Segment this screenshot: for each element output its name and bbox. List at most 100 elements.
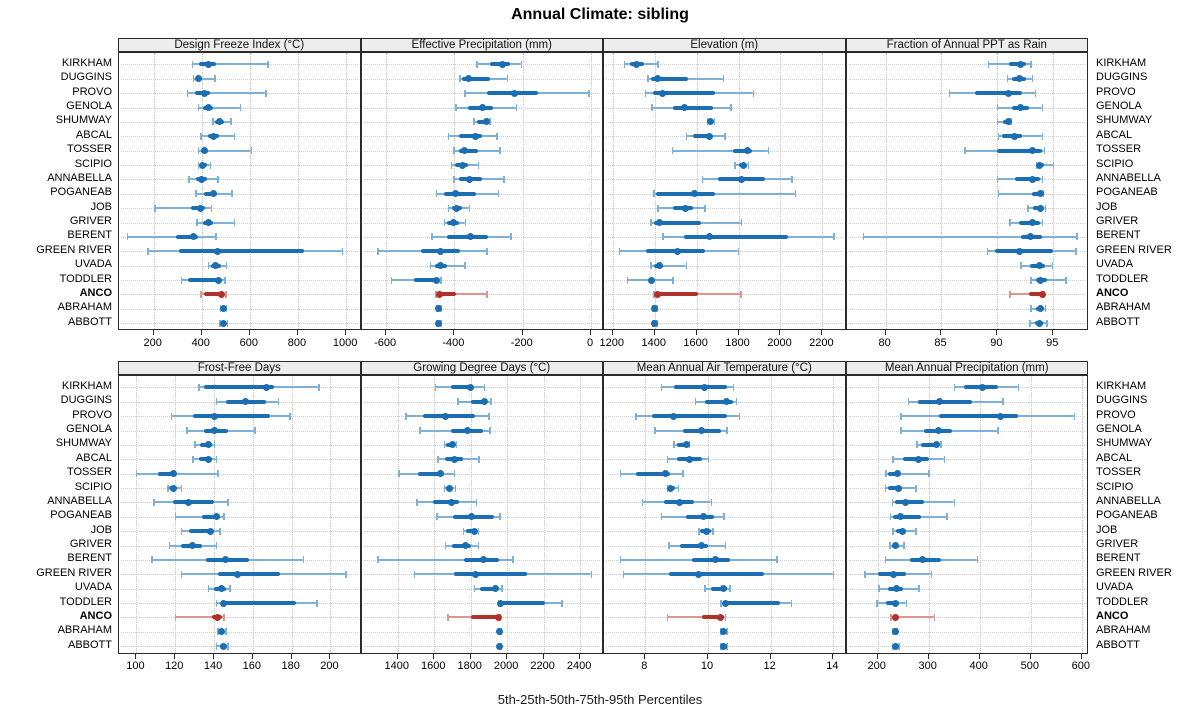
- iqr-bar-job: [188, 529, 215, 534]
- tick-label-growing-degree-days-c--1800: 1800: [457, 660, 482, 672]
- cap-p5-green-river: [413, 570, 416, 578]
- iqr-bar-poganeab: [443, 191, 476, 196]
- median-dot-berent: [466, 233, 474, 241]
- row-guide-scipio: [363, 488, 600, 490]
- cap-p95-griver: [477, 542, 479, 550]
- iqr-bar-duggins: [470, 399, 488, 404]
- iqr-bar-duggins: [461, 76, 490, 81]
- tick-frost-free-days-200: [329, 654, 331, 659]
- site-label-right-abbott: ABBOTT: [1096, 638, 1141, 651]
- cap-p5-scipio: [734, 161, 736, 169]
- median-dot-toddler: [220, 599, 228, 607]
- whisker-griver: [196, 221, 235, 224]
- iqr-bar-shumway: [476, 119, 489, 124]
- row-guide-shumway: [848, 121, 1085, 123]
- tick-label-frost-free-days-100: 100: [126, 660, 145, 672]
- cap-p95-toddler: [672, 276, 674, 284]
- site-label-left-annabella: ANNABELLA: [47, 494, 112, 507]
- cap-p5-griver: [196, 219, 198, 227]
- panel-header-design-freeze-index-c-: Design Freeze Index (°C): [118, 37, 361, 52]
- tick-design-freeze-index-c--200: [152, 330, 154, 335]
- cap-p5-uvada: [704, 585, 706, 593]
- tick-design-freeze-index-c--800: [296, 330, 298, 335]
- cap-p5-griver: [889, 542, 891, 550]
- cap-p5-genola: [996, 104, 999, 112]
- tick-label-elevation-m--2200: 2200: [809, 337, 834, 349]
- gridline-x-600: [249, 52, 251, 329]
- cap-p95-berent: [976, 556, 979, 564]
- iqr-bar-kirkham: [204, 385, 275, 390]
- median-dot-shumway: [707, 118, 715, 126]
- cap-p5-shumway: [194, 441, 196, 449]
- cap-p5-abcal: [666, 455, 669, 463]
- median-dot-abcal: [472, 132, 480, 140]
- tick-mean-annual-air-temperature-c--12: [769, 654, 771, 659]
- cap-p5-genola: [186, 427, 188, 435]
- cap-p5-genola: [419, 427, 421, 435]
- cap-p95-griver: [233, 219, 236, 227]
- median-dot-toddler: [433, 276, 441, 284]
- tick-elevation-m--2000: [779, 330, 781, 335]
- cap-p95-shumway: [213, 441, 216, 449]
- cap-p5-scipio: [450, 161, 453, 169]
- cap-p95-job: [210, 204, 213, 212]
- cap-p5-duggins: [459, 75, 461, 83]
- median-dot-toddler: [891, 599, 899, 607]
- gridline-x-90: [997, 52, 999, 329]
- median-dot-job: [702, 527, 710, 535]
- iqr-bar-uvada: [479, 586, 499, 591]
- median-dot-duggins: [653, 75, 661, 83]
- median-dot-berent: [479, 556, 487, 564]
- tick-effective-precipitation-mm---200: [521, 330, 523, 335]
- cap-p5-duggins: [457, 398, 459, 406]
- tick-growing-degree-days-c--2000: [506, 654, 508, 659]
- median-dot-job: [1037, 204, 1045, 212]
- cap-p5-poganeab: [653, 190, 655, 198]
- cap-p5-provo: [900, 412, 902, 420]
- row-guide-annabella: [848, 179, 1085, 181]
- median-dot-griver: [205, 219, 213, 227]
- median-dot-anco: [436, 290, 444, 298]
- median-dot-abraham: [720, 628, 728, 636]
- site-label-left-abcal: ABCAL: [75, 128, 112, 141]
- tick-design-freeze-index-c--400: [200, 330, 202, 335]
- cap-p95-poganeab: [223, 513, 225, 521]
- median-dot-provo: [200, 89, 208, 97]
- cap-p5-provo: [464, 89, 466, 97]
- tick-label-growing-degree-days-c--2000: 2000: [493, 660, 519, 672]
- median-dot-kirkham: [205, 60, 213, 68]
- iqr-bar-griver: [679, 543, 708, 548]
- median-dot-shumway: [448, 441, 456, 449]
- cap-p5-shumway: [916, 441, 918, 449]
- site-label-right-green-river: GREEN RIVER: [1096, 566, 1172, 579]
- cap-p5-anco: [447, 613, 449, 621]
- row-guide-abraham: [121, 308, 358, 310]
- tick-label-design-freeze-index-c--400: 400: [191, 337, 210, 349]
- median-dot-poganeab: [699, 513, 707, 521]
- cap-p5-annabella: [641, 498, 644, 506]
- cap-p95-abcal: [233, 132, 236, 140]
- cap-p5-duggins: [1006, 75, 1009, 83]
- cap-p5-berent: [662, 233, 664, 241]
- row-guide-uvada: [848, 588, 1085, 590]
- median-dot-abbott: [720, 642, 728, 650]
- median-dot-berent: [918, 556, 926, 564]
- iqr-bar-tosser: [997, 148, 1043, 153]
- median-dot-abraham: [891, 628, 899, 636]
- tick-elevation-m--1800: [737, 330, 739, 335]
- row-guide-scipio: [363, 165, 600, 167]
- cap-p5-job: [1027, 204, 1029, 212]
- cap-p5-kirkham: [191, 60, 194, 68]
- cap-p5-abraham: [217, 628, 219, 636]
- cap-p95-griver: [464, 219, 467, 227]
- iqr-bar-green-river: [995, 249, 1054, 254]
- cap-p5-griver: [650, 219, 652, 227]
- cap-p95-abbott: [1046, 319, 1048, 327]
- median-dot-abbott: [220, 642, 228, 650]
- cap-p95-kirkham: [732, 383, 735, 391]
- median-dot-abbott: [651, 319, 659, 327]
- iqr-bar-poganeab: [1032, 191, 1043, 196]
- whisker-berent: [127, 235, 216, 238]
- iqr-bar-berent: [176, 234, 199, 239]
- cap-p95-shumway: [940, 441, 942, 449]
